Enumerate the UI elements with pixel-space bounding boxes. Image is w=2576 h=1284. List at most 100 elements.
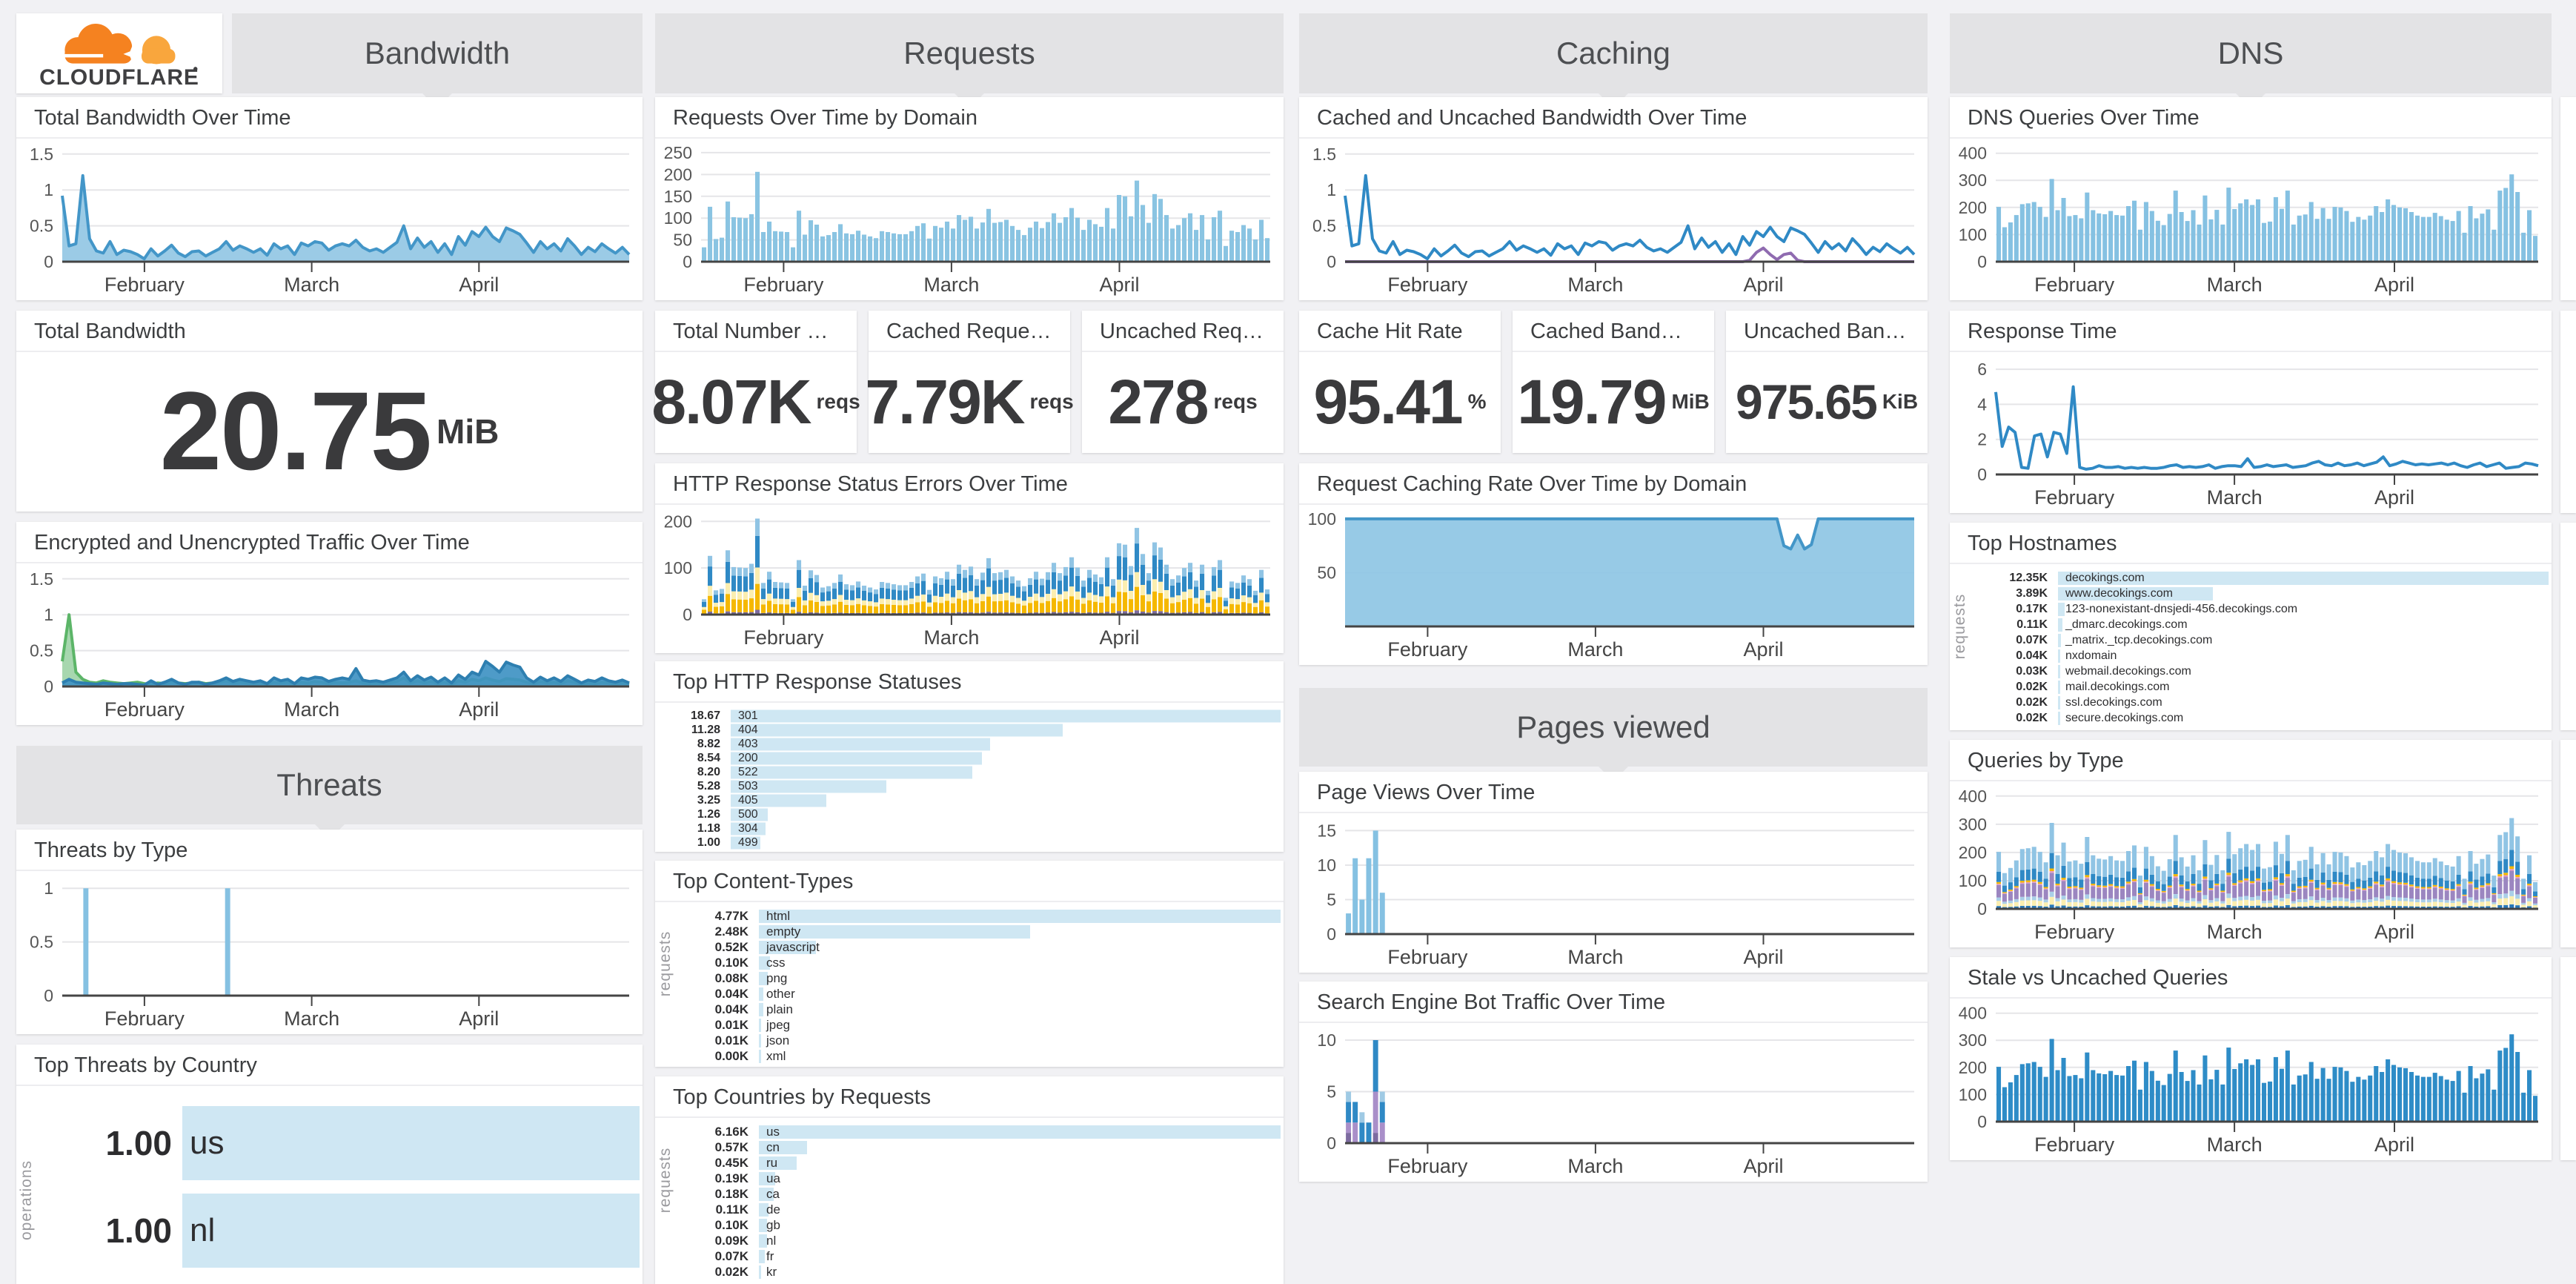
list-row: 8.54 200 [658,751,1281,765]
list-label: kr [766,1264,777,1279]
svg-text:400: 400 [1959,144,1987,163]
stat-value: 20.75 MiB [16,351,643,512]
card-title: Total Bandwidth Over Time [16,97,643,139]
card-cached-bandwidth-stat: Cached Bandwidth 19.79 MiB [1513,311,1714,453]
stat-unit: KiB [1882,390,1919,413]
card-title: Stale vs Uncached Queries [1950,957,2552,999]
list-bar [2058,664,2060,678]
card-caching-rate: Request Caching Rate Over Time by Domain… [1299,463,1928,665]
list-bar [759,1234,767,1248]
list-value: 1.00 [105,1211,172,1250]
list-value: 0.07K [2016,633,2048,646]
list-bar-track: nl [182,1187,640,1274]
svg-text:0: 0 [44,677,53,696]
list-label: 123-nonexistant-dnsjedi-456.decokings.co… [2065,602,2298,615]
list-value: 0.19K [714,1171,748,1185]
list-label: gb [766,1217,780,1232]
svg-text:0: 0 [1977,252,1987,271]
card-response-time: Response Time 0 2 4 6 February March April [1950,311,2552,513]
top-hostnames-list: 12.35K decokings.com 3.89K www.decokings.co… [1969,567,2549,727]
list-value: 6.16K [714,1124,748,1139]
dns-queries-chart: 0 100 200 300 400 February March April [1953,140,2549,297]
list-row: 0.52K javascript [674,939,1281,955]
svg-text:100: 100 [664,558,692,578]
list-label: 404 [738,723,758,736]
list-value: 18.67 [690,709,720,722]
list-bar-track: jpeg [759,1017,1281,1033]
list-value: 8.20 [697,765,720,778]
card-cache-hit-rate-stat: Cache Hit Rate 95.41 % [1299,311,1501,453]
stat-number: 20.75 [159,368,432,493]
list-row: 0.45K ru [674,1155,1281,1171]
list-bar [759,1249,765,1263]
list-bar [182,1194,640,1268]
svg-text:100: 100 [1308,509,1336,529]
svg-text:50: 50 [1317,563,1336,583]
card-title: Requests Over Time by Domain [655,97,1284,139]
list-row: 0.18K ca [674,1186,1281,1202]
card-title: Top Content-Types [655,861,1284,902]
list-label: secure.decokings.com [2065,711,2184,724]
list-label: nl [190,1212,216,1248]
svg-text:April: April [1743,638,1783,661]
section-title: Threats [276,767,382,802]
list-row: 0.19K ua [674,1171,1281,1186]
y-axis-label: operations [18,1159,35,1240]
list-label: cn [766,1139,780,1154]
list-value: 0.01K [714,1033,748,1048]
list-bar [759,909,1281,923]
list-bar-track: nl [759,1233,1281,1248]
stat-value: 8.07K reqs [651,351,860,453]
list-value: 0.02K [2016,680,2048,693]
svg-text:0: 0 [1977,465,1987,484]
list-row: 1.00 499 [658,835,1281,850]
list-bar-track: 200 [731,751,1281,765]
list-row: 0.03K webmail.decokings.com [1969,663,2549,679]
list-value: 4.77K [714,908,748,923]
list-value: 0.17K [2016,602,2048,615]
section-header-bandwidth: Bandwidth [232,13,643,93]
list-value: 0.52K [714,939,748,954]
queries-by-type-chart: 0 100 200 300 400 February March April [1953,783,2549,944]
stat-number: 8.07K [651,366,811,437]
list-bar-track: 522 [731,765,1281,779]
stat-unit: MiB [1671,390,1710,413]
svg-text:6: 6 [1977,360,1987,379]
card-title: Top Hostnames [1950,523,2552,564]
column-bandwidth: CLOUDFLARE Bandwidth Total Bandwidth Ove… [16,0,643,1284]
list-bar [2058,586,2213,600]
list-value: 8.54 [697,751,720,764]
list-value: 12.35K [2009,571,2048,584]
svg-text:April: April [2374,1134,2414,1156]
list-row: 0.04K nxdomain [1969,648,2549,663]
stat-title: Cached Requests [869,311,1070,352]
list-label: us [766,1124,780,1139]
card-title: Request Caching Rate Over Time by Domain [1299,463,1928,505]
svg-text:300: 300 [1959,1030,1987,1050]
stat-unit: MiB [436,411,499,451]
list-bar [759,1171,775,1185]
card-title: Search Engine Bot Traffic Over Time [1299,982,1928,1023]
http-errors-chart: 0 100 200 February March April [658,506,1281,650]
svg-text:March: March [1567,638,1623,661]
list-bar-track: 405 [731,793,1281,807]
list-bar [759,956,770,970]
stat-number: 7.79K [865,366,1025,437]
list-bar-track: javascript [759,939,1281,955]
stat-unit: reqs [1029,390,1074,413]
card-title: Threats by Type [16,830,643,871]
svg-text:1: 1 [44,605,53,624]
svg-text:March: March [923,274,979,296]
list-row: 0.04K other [674,986,1281,1002]
stat-unit: reqs [1213,390,1258,413]
list-value: 0.11K [2016,618,2048,631]
svg-text:March: March [2207,486,2263,509]
list-bar-track: gb [759,1217,1281,1233]
list-row: 0.07K fr [674,1248,1281,1264]
card-uncached-bandwidth-stat: Uncached Band... 975.65 KiB [1726,311,1928,453]
list-bar-track: _dmarc.decokings.com [2058,617,2549,632]
cutoff-card-sliver [2560,957,2576,1160]
svg-text:10: 10 [1317,856,1336,875]
list-bar-track: 500 [731,807,1281,821]
